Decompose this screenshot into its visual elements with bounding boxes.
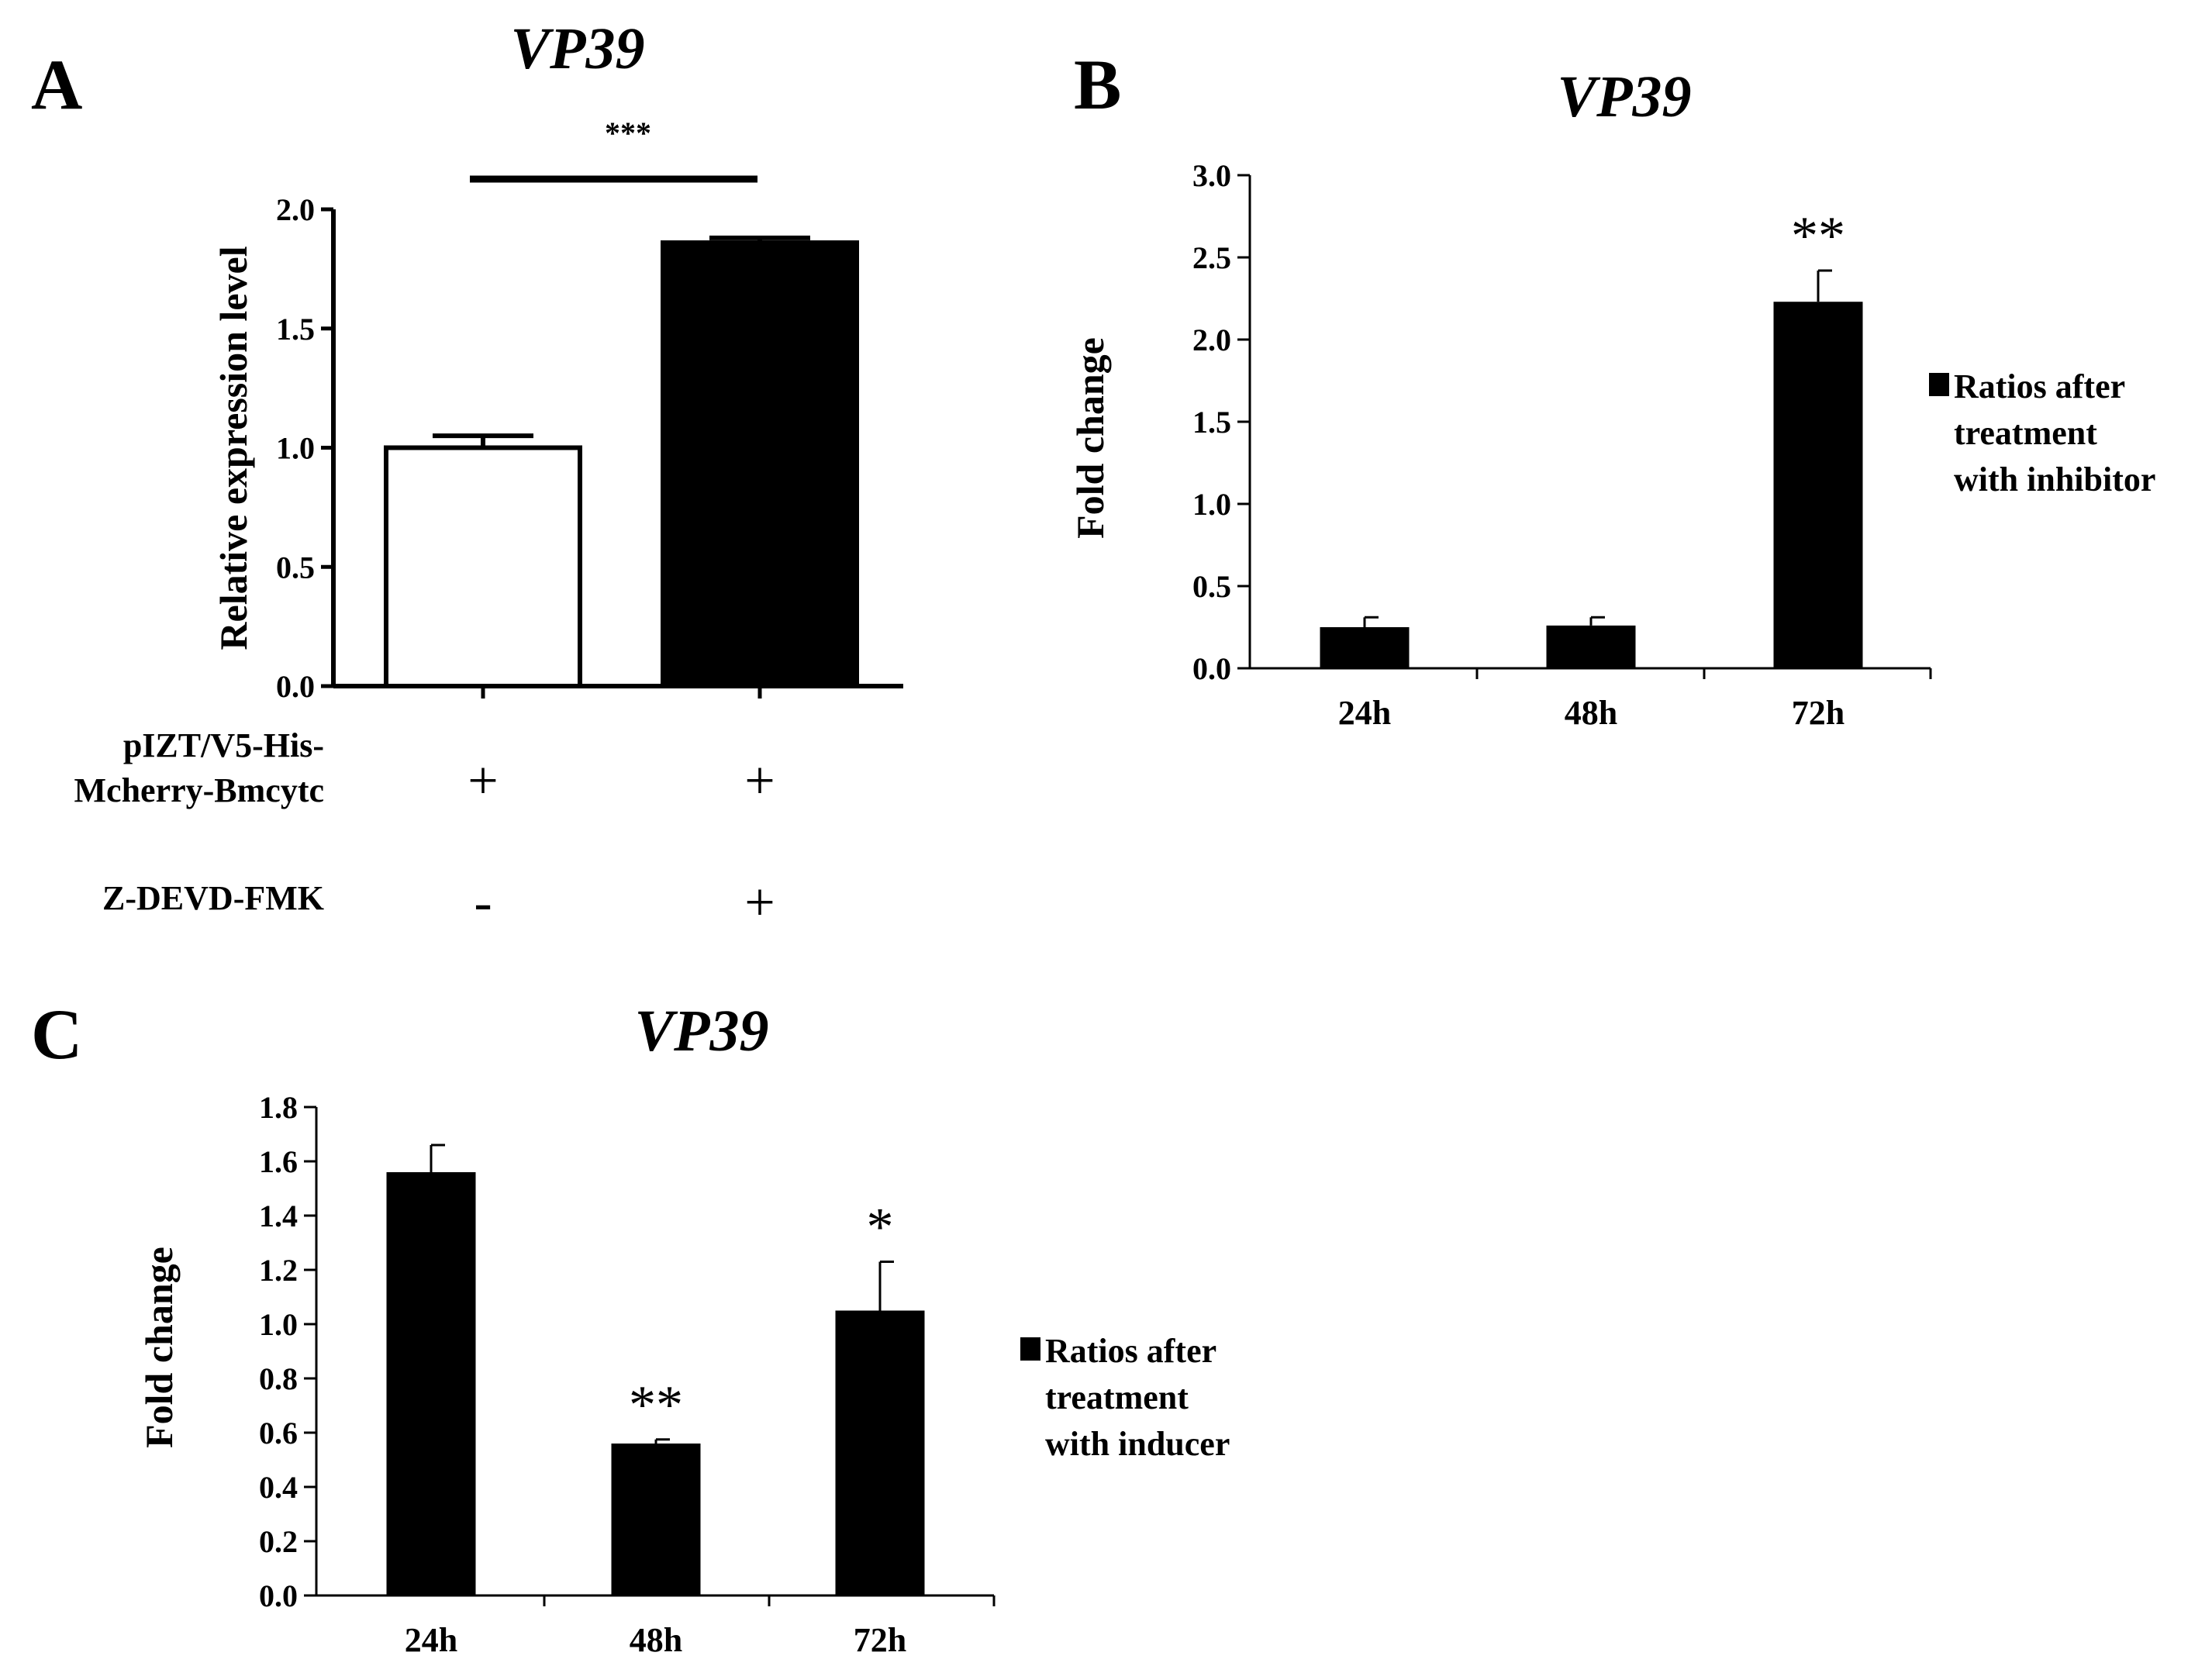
legend-label: Ratios after [1045, 1332, 1216, 1370]
bar [1546, 625, 1636, 668]
x-tick-label: 24h [405, 1621, 457, 1659]
condition-mark: + [468, 751, 498, 811]
y-tick-label: 0.6 [259, 1416, 298, 1451]
y-tick-label: 0.4 [259, 1470, 298, 1505]
bar [835, 1310, 925, 1595]
panel-b-legend: Ratios after treatment with inhibitor [1929, 367, 2155, 498]
condition-label: Z-DEVD-FMK [102, 879, 324, 917]
legend-swatch [1929, 373, 1949, 396]
y-tick-label: 1.2 [259, 1253, 298, 1288]
condition-mark: - [474, 873, 492, 933]
bar [661, 240, 859, 688]
panel-c-bars: 24h 48h ** 72h * [386, 1144, 925, 1659]
panel-a-bars [384, 235, 859, 699]
y-tick-label: 0.5 [276, 550, 315, 585]
y-tick-label: 1.8 [259, 1090, 298, 1125]
y-tick-label: 1.4 [259, 1199, 298, 1233]
significance-marker: ** [629, 1375, 683, 1435]
panel-b: B VP39 Fold change 0.0 0.5 1.0 1.5 2.0 2.5 3.0… [1068, 45, 2155, 732]
condition-label: pIZT/V5-His- [123, 726, 324, 764]
y-tick-label: 1.6 [259, 1144, 298, 1179]
y-tick-label: 2.5 [1192, 240, 1231, 275]
y-tick-label: 2.0 [276, 192, 315, 227]
panel-a-title: VP39 [510, 16, 644, 81]
legend-label: with inhibitor [1954, 461, 2155, 498]
panel-a-letter: A [31, 45, 82, 124]
legend-label: treatment [1954, 414, 2097, 452]
bar [611, 1444, 701, 1595]
bar [1320, 627, 1410, 668]
panel-a-conditions: pIZT/V5-His- Mcherry-Bmcytc + + Z-DEVD-FMK - + [74, 726, 775, 933]
legend-swatch [1020, 1337, 1040, 1361]
y-tick-label: 0.0 [1192, 651, 1231, 686]
x-tick-label: 48h [1565, 694, 1617, 732]
y-tick-label: 0.5 [1192, 569, 1231, 604]
panel-c: C VP39 Fold change 0.0 0.2 0.4 0.6 0.8 1.0 1.2… [31, 995, 1230, 1659]
y-tick-label: 1.5 [276, 312, 315, 347]
y-tick-label: 1.0 [1192, 487, 1231, 522]
condition-label: Mcherry-Bmcytc [74, 771, 324, 809]
x-tick-label: 24h [1338, 694, 1391, 732]
panel-c-axes: 0.0 0.2 0.4 0.6 0.8 1.0 1.2 1.4 1.6 1.8 [259, 1090, 996, 1613]
panel-b-y-axis-label: Fold change [1068, 337, 1112, 539]
condition-mark: + [744, 873, 775, 933]
condition-mark: + [744, 751, 775, 811]
panel-a-significance: *** [605, 116, 651, 150]
panel-c-y-axis-label: Fold change [137, 1247, 181, 1448]
y-tick-label: 0.8 [259, 1361, 298, 1396]
panel-b-letter: B [1074, 45, 1121, 124]
y-tick-label: 2.0 [1192, 323, 1231, 357]
panel-a-y-axis-label: Relative expression level [212, 246, 255, 650]
bar [1773, 302, 1863, 668]
panel-c-legend: Ratios after treatment with inducer [1020, 1332, 1230, 1463]
y-tick-label: 0.2 [259, 1524, 298, 1559]
y-tick-label: 0.0 [259, 1578, 298, 1613]
y-tick-label: 1.5 [1192, 405, 1231, 440]
significance-marker: ** [1791, 206, 1845, 266]
legend-label: Ratios after [1954, 367, 2125, 405]
x-tick-label: 48h [630, 1621, 682, 1659]
x-tick-label: 72h [854, 1621, 906, 1659]
y-tick-label: 1.0 [276, 431, 315, 466]
bar [384, 445, 582, 688]
bar [386, 1172, 476, 1595]
significance-marker: * [867, 1198, 894, 1257]
y-tick-label: 3.0 [1192, 158, 1231, 193]
x-tick-label: 72h [1792, 694, 1844, 732]
panel-b-title: VP39 [1557, 64, 1691, 129]
y-tick-label: 0.0 [276, 669, 315, 704]
legend-label: treatment [1045, 1378, 1189, 1416]
panel-a: A VP39 *** Relative expression level 0.0… [31, 16, 903, 933]
panel-b-bars: 24h 48h 72h ** [1320, 206, 1863, 732]
panel-c-letter: C [31, 995, 82, 1074]
legend-label: with inducer [1045, 1425, 1230, 1463]
y-tick-label: 1.0 [259, 1307, 298, 1342]
panel-c-title: VP39 [634, 999, 768, 1064]
